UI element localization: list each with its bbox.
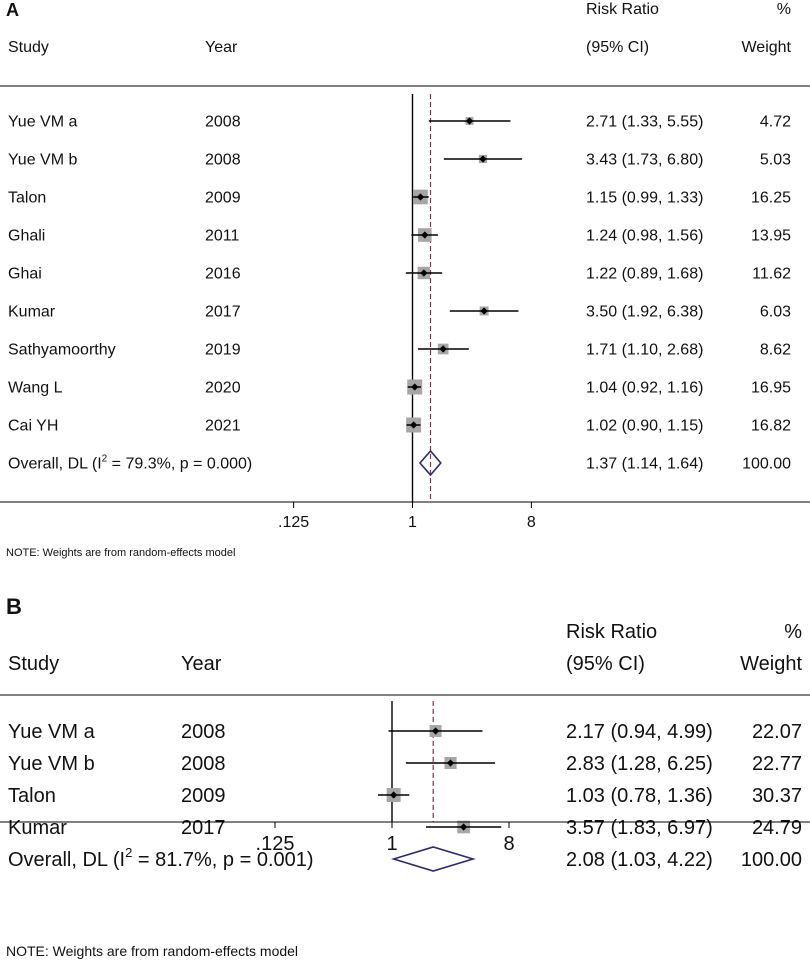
panel-b-study-name: Yue VM a bbox=[8, 721, 96, 743]
panel-a-overall-ci-text: 1.37 (1.14, 1.64) bbox=[586, 456, 703, 473]
panel-a-point-estimate bbox=[479, 155, 487, 163]
panel-b-header-percent: % bbox=[784, 621, 802, 643]
panel-b-header-ci: (95% CI) bbox=[566, 653, 645, 675]
panel-a-study-name: Yue VM a bbox=[8, 114, 77, 131]
panel-a-study-name: Yue VM b bbox=[8, 152, 77, 169]
panel-a-header-study: Study bbox=[8, 39, 49, 56]
panel-a-study-year: 2008 bbox=[205, 152, 241, 169]
panel-a-study-weight: 8.62 bbox=[760, 342, 791, 359]
panel-b-header-study: Study bbox=[8, 653, 59, 675]
panel-a-study-year: 2021 bbox=[205, 418, 241, 435]
panel-b-study-year: 2008 bbox=[181, 721, 226, 743]
panel-a-overall-diamond bbox=[418, 449, 442, 477]
panel-b-study-name: Talon bbox=[8, 785, 56, 807]
panel-a-study-weight: 5.03 bbox=[760, 152, 791, 169]
panel-a-study-year: 2020 bbox=[205, 380, 241, 397]
panel-a-study-year: 2011 bbox=[205, 228, 240, 245]
panel-b-note: NOTE: Weights are from random-effects mo… bbox=[6, 943, 298, 959]
panel-a-point-estimate bbox=[421, 231, 429, 239]
panel-a-study-year: 2019 bbox=[205, 342, 241, 359]
panel-b-study-ci-text: 2.17 (0.94, 4.99) bbox=[566, 721, 713, 743]
panel-b-point-estimate bbox=[390, 791, 398, 799]
panel-a-x-tick-label: 1 bbox=[408, 514, 417, 531]
panel-a-study-name: Ghali bbox=[8, 228, 45, 245]
panel-a-study-ci-text: 1.02 (0.90, 1.15) bbox=[586, 418, 703, 435]
panel-a-header-risk-ratio: Risk Ratio bbox=[586, 1, 659, 18]
panel-a-study-weight: 6.03 bbox=[760, 304, 791, 321]
panel-a-study-year: 2017 bbox=[205, 304, 241, 321]
panel-a-study-name: Talon bbox=[8, 190, 46, 207]
panel-a-study-ci-text: 1.24 (0.98, 1.56) bbox=[586, 228, 703, 245]
panel-b-point-estimate bbox=[446, 759, 455, 767]
panel-b-study-ci-text: 2.83 (1.28, 6.25) bbox=[566, 753, 713, 775]
panel-a-point-estimate bbox=[420, 269, 428, 277]
panel-a-overall-weight: 100.00 bbox=[742, 456, 791, 473]
panel-a-study-weight: 16.82 bbox=[751, 418, 791, 435]
panel-b-header-risk-ratio: Risk Ratio bbox=[566, 621, 657, 643]
panel-a-study-weight: 13.95 bbox=[751, 228, 791, 245]
panel-b-study-year: 2009 bbox=[181, 785, 226, 807]
panel-b-x-tick-label: 8 bbox=[503, 833, 514, 855]
panel-a-study-year: 2008 bbox=[205, 114, 241, 131]
panel-a-study-ci-text: 3.43 (1.73, 6.80) bbox=[586, 152, 703, 169]
panel-a-label: A bbox=[6, 0, 19, 20]
panel-a-point-estimate bbox=[410, 421, 418, 429]
panel-b-header-year: Year bbox=[181, 653, 222, 675]
panel-b-header-weight: Weight bbox=[740, 653, 802, 675]
panel-b-study-ci-text: 3.57 (1.83, 6.97) bbox=[566, 817, 713, 839]
panel-a-point-estimate bbox=[411, 383, 419, 391]
panel-b-study-year: 2008 bbox=[181, 753, 226, 775]
panel-a-study-ci-text: 1.15 (0.99, 1.33) bbox=[586, 190, 703, 207]
panel-a-study-name: Cai YH bbox=[8, 418, 58, 435]
panel-b-overall-weight: 100.00 bbox=[741, 849, 802, 871]
panel-b-study-weight: 22.77 bbox=[752, 753, 802, 775]
panel-b-study-weight: 30.37 bbox=[752, 785, 802, 807]
panel-a-overall-label: Overall, DL (I2 = 79.3%, p = 0.000) bbox=[8, 453, 252, 472]
panel-a-x-tick-label: 8 bbox=[527, 514, 536, 531]
panel-a-study-name: Kumar bbox=[8, 304, 56, 321]
panel-b-overall-diamond bbox=[390, 846, 476, 872]
panel-a-study-year: 2009 bbox=[205, 190, 241, 207]
panel-a-point-estimate bbox=[416, 193, 425, 201]
panel-a-study-weight: 16.95 bbox=[751, 380, 791, 397]
panel-a-note: NOTE: Weights are from random-effects mo… bbox=[6, 547, 235, 559]
panel-b-overall-ci-text: 2.08 (1.03, 4.22) bbox=[566, 849, 713, 871]
panel-a-study-ci-text: 1.04 (0.92, 1.16) bbox=[586, 380, 703, 397]
panel-b-study-ci-text: 1.03 (0.78, 1.36) bbox=[566, 785, 713, 807]
panel-a-study-weight: 11.62 bbox=[752, 266, 791, 283]
panel-b-study-name: Yue VM b bbox=[8, 753, 95, 775]
panel-b-point-estimate bbox=[431, 727, 440, 735]
panel-a-study-year: 2016 bbox=[205, 266, 241, 283]
panel-a-study-ci-text: 2.71 (1.33, 5.55) bbox=[586, 114, 703, 131]
panel-b-study-year: 2017 bbox=[181, 817, 226, 839]
panel-a-point-estimate bbox=[465, 117, 474, 125]
panel-b-x-tick-label: 1 bbox=[386, 833, 397, 855]
panel-b-study-weight: 22.07 bbox=[752, 721, 802, 743]
panel-a-study-weight: 4.72 bbox=[760, 114, 791, 131]
panel-a-x-tick-label: .125 bbox=[278, 514, 309, 531]
panel-a-study-name: Wang L bbox=[8, 380, 63, 397]
panel-a-point-estimate bbox=[439, 345, 447, 353]
panel-a-study-weight: 16.25 bbox=[751, 190, 791, 207]
panel-a-point-estimate bbox=[480, 307, 488, 315]
panel-b-study-name: Kumar bbox=[8, 817, 67, 839]
panel-b-point-estimate bbox=[460, 823, 468, 831]
panel-a-header-ci: (95% CI) bbox=[586, 39, 649, 56]
panel-b-label: B bbox=[6, 594, 22, 619]
panel-b-study-weight: 24.79 bbox=[752, 817, 802, 839]
panel-a-study-ci-text: 3.50 (1.92, 6.38) bbox=[586, 304, 703, 321]
panel-b-x-tick-label: .125 bbox=[256, 833, 295, 855]
panel-a-header-year: Year bbox=[205, 39, 238, 56]
panel-a-study-ci-text: 1.71 (1.10, 2.68) bbox=[586, 342, 703, 359]
panel-b-overall-label: Overall, DL (I2 = 81.7%, p = 0.001) bbox=[8, 845, 314, 871]
panel-a-study-name: Sathyamoorthy bbox=[8, 342, 116, 359]
panel-a-header-weight: Weight bbox=[741, 39, 791, 56]
panel-a-study-ci-text: 1.22 (0.89, 1.68) bbox=[586, 266, 703, 283]
panel-a-header-percent: % bbox=[777, 1, 791, 18]
panel-a-study-name: Ghai bbox=[8, 266, 42, 283]
